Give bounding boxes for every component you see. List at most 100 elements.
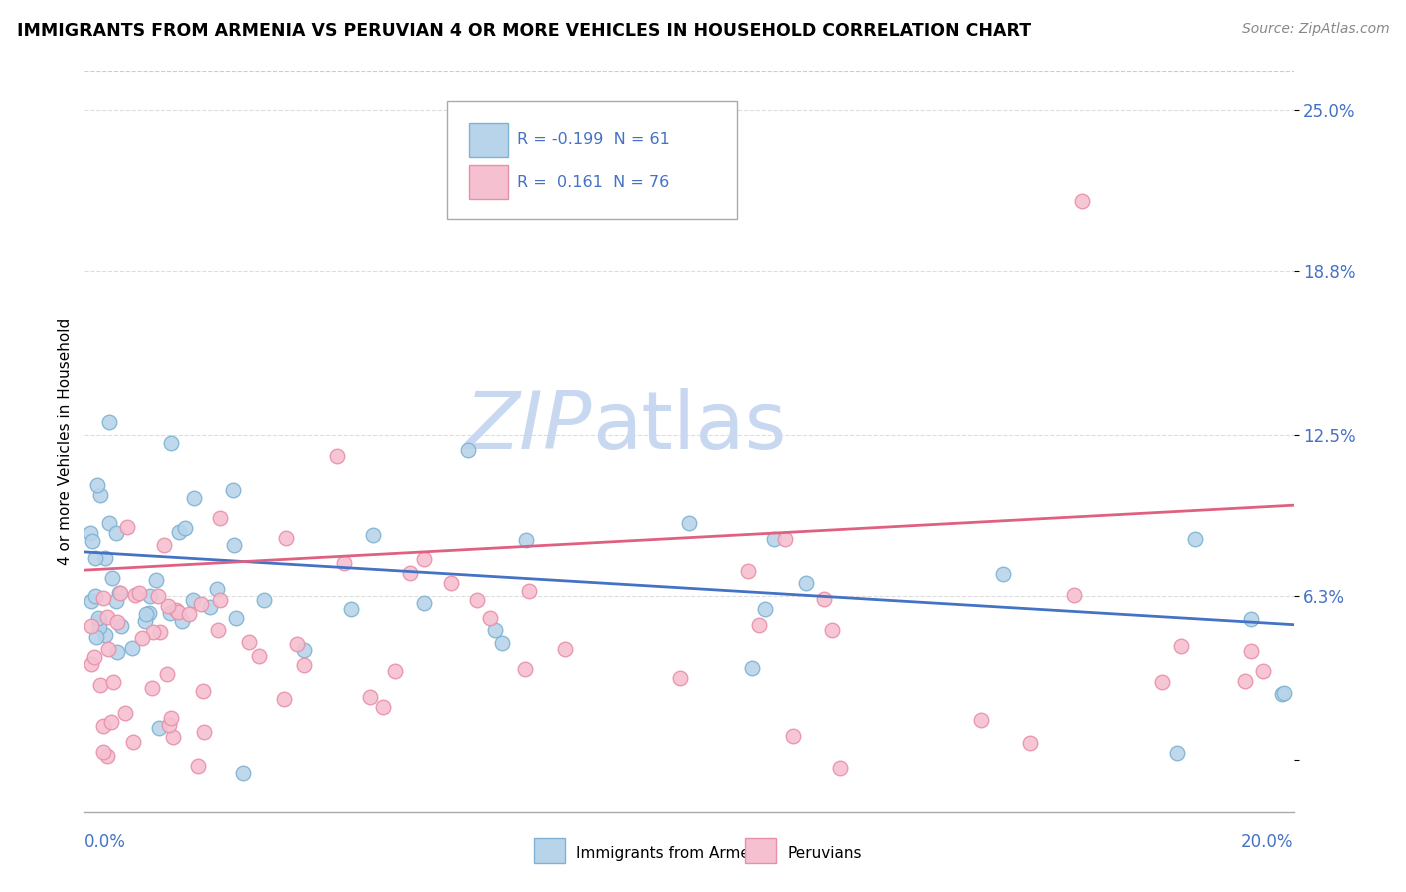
Point [96,748,118,763]
Point [101,571,124,585]
Point [138,606,160,620]
Point [121,641,143,656]
Point [84,550,107,565]
Point [80,657,103,671]
Point [149,625,172,640]
Point [86,478,108,492]
Point [1184,532,1206,546]
Point [1063,588,1085,602]
Point [134,615,156,629]
Point [114,706,136,720]
Point [207,623,229,637]
Y-axis label: 4 or more Vehicles in Household: 4 or more Vehicles in Household [58,318,73,566]
Point [181,592,204,607]
Point [678,516,700,530]
Point [177,607,200,621]
Point [79,525,101,540]
Point [247,648,270,663]
Point [145,573,167,587]
Point [159,606,181,620]
Point [1019,736,1042,750]
Point [1166,747,1188,761]
Point [371,699,394,714]
Point [173,521,195,535]
Point [87,614,110,628]
Point [253,593,276,607]
Point [142,624,165,639]
Point [80,618,103,632]
Point [762,532,785,546]
Point [124,588,146,602]
Point [238,634,260,648]
Point [89,488,111,502]
Point [128,586,150,600]
Text: Peruvians: Peruvians [787,847,862,861]
Text: IMMIGRANTS FROM ARMENIA VS PERUVIAN 4 OR MORE VEHICLES IN HOUSEHOLD CORRELATION : IMMIGRANTS FROM ARMENIA VS PERUVIAN 4 OR… [17,22,1031,40]
Point [89,620,111,634]
Point [412,551,434,566]
Point [91,591,114,605]
Point [737,564,759,578]
Point [782,729,804,743]
Point [117,519,139,533]
Point [1251,664,1274,678]
Point [100,715,122,730]
Point [205,582,228,596]
Point [191,683,214,698]
Point [326,449,349,463]
Point [457,442,479,457]
Point [384,665,406,679]
Point [110,619,132,633]
Point [79,594,101,608]
Point [103,675,125,690]
Point [1240,612,1263,626]
Point [748,617,770,632]
Point [97,415,120,429]
Point [108,586,131,600]
Point [107,615,129,630]
Point [135,607,157,622]
Point [141,681,163,695]
Point [193,725,215,739]
Point [467,593,489,607]
Point [152,538,174,552]
Point [225,611,247,625]
Point [1234,674,1257,689]
Point [222,538,245,552]
Point [186,758,208,772]
Text: Source: ZipAtlas.com: Source: ZipAtlas.com [1241,22,1389,37]
Point [333,556,356,570]
Point [1271,687,1294,701]
FancyBboxPatch shape [447,101,737,219]
Point [1240,644,1263,658]
FancyBboxPatch shape [468,123,508,156]
Point [84,589,107,603]
Point [183,491,205,505]
Point [491,636,513,650]
Point [160,436,183,450]
Point [292,657,315,672]
Point [122,735,145,749]
Point [165,602,187,616]
Point [159,711,181,725]
Text: atlas: atlas [592,388,786,466]
Point [828,760,851,774]
Point [131,632,153,646]
Point [273,692,295,706]
Point [1150,675,1173,690]
Point [517,584,540,599]
Point [991,566,1014,581]
Point [157,717,180,731]
Point [170,614,193,628]
Point [107,585,129,599]
Point [754,601,776,615]
Point [169,525,191,540]
Point [359,690,381,705]
Point [413,596,436,610]
Point [208,510,231,524]
Point [91,719,114,733]
Point [821,623,844,637]
Text: 20.0%: 20.0% [1241,832,1294,850]
Point [794,576,817,591]
Point [1071,194,1094,209]
